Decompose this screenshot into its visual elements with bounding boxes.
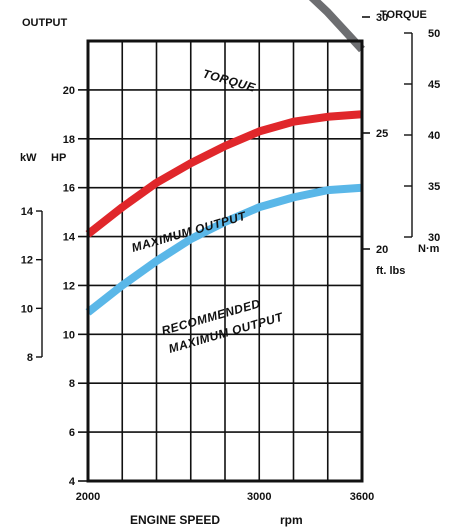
kw-tick-label: 10	[21, 303, 33, 315]
x-axis-unit: rpm	[280, 513, 303, 527]
series-line	[85, 183, 363, 316]
hp-tick-label: 4	[69, 476, 76, 488]
x-tick-label: 3000	[247, 491, 271, 503]
hp-tick-label: 12	[63, 280, 75, 292]
curves	[85, 0, 365, 316]
nm-tick-label: 35	[428, 181, 440, 193]
torque-header: TORQUE	[380, 9, 427, 21]
ftlbs-unit-label: ft. lbs	[376, 265, 405, 277]
nm-unit-label: N·m	[418, 243, 440, 255]
nm-tick-label: 40	[428, 130, 440, 142]
max-output-curve-label: MAXIMUM OUTPUT	[130, 208, 249, 254]
ftlbs-tick-label: 20	[376, 244, 388, 256]
kw-tick-label: 8	[27, 352, 33, 364]
kw-tick-label: 12	[21, 255, 33, 267]
output-header: OUTPUT	[22, 17, 68, 29]
tick-labels: 4 6 8 10 12 14 16 18 20 2000 3000 3600 20 25 30 35 8 10 12…	[21, 12, 441, 503]
hp-tick-label: 20	[63, 85, 75, 97]
hp-tick-label: 14	[63, 232, 76, 244]
hp-unit-label: HP	[51, 152, 66, 164]
plot-frame	[86, 39, 364, 483]
x-tick-label: 3600	[350, 491, 374, 503]
hp-tick-label: 10	[63, 329, 75, 341]
series-line	[308, 0, 365, 53]
kw-unit-label: kW	[20, 152, 37, 164]
x-tick-label: 2000	[76, 491, 100, 503]
series-line	[85, 110, 363, 238]
hp-tick-label: 6	[69, 427, 75, 439]
grid-lines	[88, 41, 362, 481]
hp-tick-label: 16	[63, 183, 75, 195]
nm-tick-label: 45	[428, 79, 440, 91]
nm-tick-label: 30	[428, 232, 440, 244]
side-axes	[36, 32, 413, 358]
ftlbs-tick-label: 25	[376, 128, 388, 140]
nm-tick-label: 50	[428, 28, 440, 40]
hp-tick-label: 18	[63, 134, 75, 146]
kw-tick-label: 14	[21, 206, 34, 218]
x-axis-label: ENGINE SPEED	[130, 513, 220, 527]
ftlbs-tick-label: 30	[376, 12, 388, 24]
hp-tick-label: 8	[69, 378, 75, 390]
